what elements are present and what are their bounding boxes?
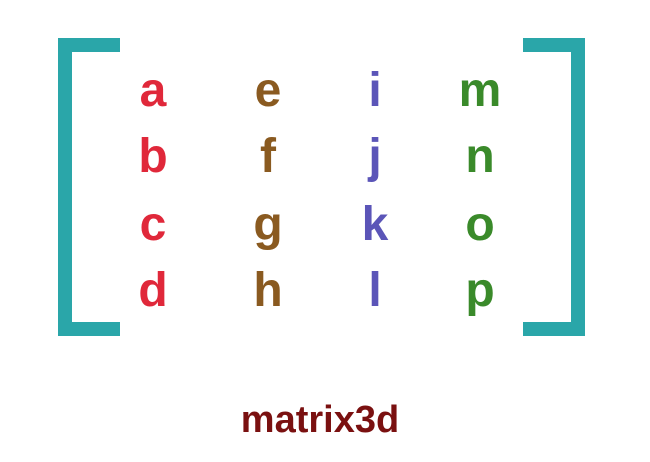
- matrix-cell: l: [368, 264, 382, 317]
- matrix-cell: o: [465, 198, 495, 251]
- matrix-cell: m: [458, 64, 502, 117]
- matrix-cell: a: [139, 64, 167, 117]
- matrix-cell: d: [138, 264, 168, 317]
- right-bracket: [523, 38, 585, 336]
- caption-label: matrix3d: [240, 399, 400, 441]
- matrix-cell: j: [368, 130, 382, 183]
- matrix-cell: g: [253, 198, 283, 251]
- matrix-cell: p: [465, 264, 495, 317]
- matrix-cell: h: [253, 264, 283, 317]
- matrix-cell: b: [138, 130, 168, 183]
- matrix-cell: c: [139, 198, 167, 251]
- matrix-cell: n: [465, 130, 495, 183]
- matrix-cell: k: [361, 198, 389, 251]
- matrix-cell: i: [368, 64, 382, 117]
- left-bracket: [58, 38, 120, 336]
- matrix-cell: f: [260, 130, 276, 183]
- matrix-cell: e: [254, 64, 282, 117]
